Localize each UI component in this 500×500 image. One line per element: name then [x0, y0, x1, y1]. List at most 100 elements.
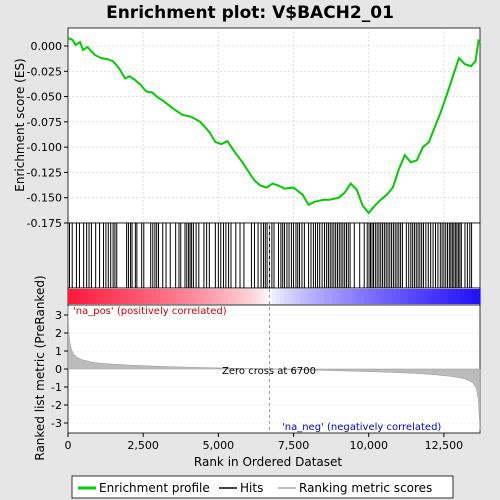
- es-tick-label: -0.100: [27, 141, 62, 154]
- rank-color-cell: [156, 289, 161, 304]
- metric-tick-label: -3: [51, 417, 62, 430]
- legend-label-metric: Ranking metric scores: [299, 481, 432, 495]
- x-tick-label: 7,500: [278, 439, 310, 452]
- legend-label-hits: Hits: [240, 481, 263, 495]
- x-tick-label: 10,000: [349, 439, 388, 452]
- rank-color-cell: [212, 289, 217, 304]
- es-y-axis: 0.000 -0.025 -0.050 -0.075 -0.100 -0.125 -0.15…: [27, 40, 68, 230]
- rank-color-cell: [452, 289, 457, 304]
- rank-color-cell: [124, 289, 129, 304]
- rank-color-cell: [348, 289, 353, 304]
- rank-color-cell: [216, 289, 221, 304]
- rank-color-cell: [176, 289, 181, 304]
- rank-color-cell: [184, 289, 189, 304]
- rank-color-cell: [164, 289, 169, 304]
- rank-x-axis: 0 2,500 5,000 7,500 10,000 12,500: [65, 433, 464, 452]
- es-tick-label: -0.175: [27, 217, 62, 230]
- es-tick-label: -0.050: [27, 91, 62, 104]
- rank-color-cell: [96, 289, 101, 304]
- rank-color-cell: [160, 289, 165, 304]
- rank-color-cell: [352, 289, 357, 304]
- rank-color-cell: [248, 289, 253, 304]
- rank-color-cell: [284, 289, 289, 304]
- rank-color-cell: [404, 289, 409, 304]
- rank-color-cell: [468, 289, 473, 304]
- rank-color-cell: [440, 289, 445, 304]
- rank-color-cell: [300, 289, 305, 304]
- es-tick-label: 0.000: [31, 40, 63, 53]
- rank-color-cell: [408, 289, 413, 304]
- x-tick-label: 0: [65, 439, 72, 452]
- rank-color-cell: [144, 289, 149, 304]
- rank-color-cell: [308, 289, 313, 304]
- rank-color-cell: [400, 289, 405, 304]
- rank-color-cell: [268, 289, 273, 304]
- rank-color-cell: [264, 289, 269, 304]
- rank-color-cell: [76, 289, 81, 304]
- plot-title: Enrichment plot: V$BACH2_01: [106, 3, 394, 23]
- rank-color-cell: [432, 289, 437, 304]
- es-y-axis-title: Enrichment score (ES): [13, 58, 27, 191]
- enrichment-profile-line: [67, 36, 481, 215]
- rank-color-cell: [116, 289, 121, 304]
- rank-color-cell: [256, 289, 261, 304]
- metric-tick-label: 0: [55, 363, 62, 376]
- rank-color-cell: [320, 289, 325, 304]
- rank-color-cell: [392, 289, 397, 304]
- rank-color-cell: [112, 289, 117, 304]
- rank-color-cell: [280, 289, 285, 304]
- x-axis-title: Rank in Ordered Dataset: [194, 455, 342, 469]
- rank-color-cell: [272, 289, 277, 304]
- rank-color-cell: [428, 289, 433, 304]
- metric-tick-label: -1: [51, 381, 62, 394]
- rank-color-cell: [312, 289, 317, 304]
- zero-cross-annotation: Zero cross at 6700: [222, 366, 316, 377]
- rank-color-cell: [360, 289, 365, 304]
- rank-color-cell: [220, 289, 225, 304]
- rank-color-cell: [448, 289, 453, 304]
- x-tick-label: 2,500: [127, 439, 159, 452]
- rank-color-cell: [344, 289, 349, 304]
- es-panel: [67, 27, 481, 224]
- rank-color-cell: [88, 289, 93, 304]
- metric-tick-label: 2: [55, 327, 62, 340]
- rank-color-cell: [224, 289, 229, 304]
- legend-box: [71, 475, 454, 499]
- rank-color-cell: [364, 289, 369, 304]
- rank-color-cell: [396, 289, 401, 304]
- rank-color-cell: [100, 289, 105, 304]
- rank-color-cell: [204, 289, 209, 304]
- rank-color-cell: [296, 289, 301, 304]
- rank-color-cell: [132, 289, 137, 304]
- rank-color-cell: [252, 289, 257, 304]
- rank-color-cell: [80, 289, 85, 304]
- rank-color-cell: [424, 289, 429, 304]
- rank-color-cell: [120, 289, 125, 304]
- x-tick-label: 12,500: [425, 439, 464, 452]
- rank-color-cell: [236, 289, 241, 304]
- rank-color-cell: [316, 289, 321, 304]
- rank-color-cell: [356, 289, 361, 304]
- rank-color-cell: [140, 289, 145, 304]
- legend-label-enrichment: Enrichment profile: [99, 481, 210, 495]
- rank-color-cell: [152, 289, 157, 304]
- x-tick-label: 5,000: [203, 439, 235, 452]
- rank-color-cell: [200, 289, 205, 304]
- es-tick-label: -0.075: [27, 116, 62, 129]
- es-tick-label: -0.025: [27, 65, 62, 78]
- rank-color-cell: [148, 289, 153, 304]
- rank-color-cell: [192, 289, 197, 304]
- rank-color-cell: [240, 289, 245, 304]
- rank-color-bar: [68, 289, 481, 304]
- rank-color-cell: [372, 289, 377, 304]
- rank-color-cell: [412, 289, 417, 304]
- rank-color-cell: [92, 289, 97, 304]
- rank-color-cell: [208, 289, 213, 304]
- es-tick-label: -0.125: [27, 166, 62, 179]
- rank-color-cell: [340, 289, 345, 304]
- hits-marks: [69, 223, 473, 288]
- rank-color-cell: [72, 289, 77, 304]
- rank-color-cell: [68, 289, 73, 304]
- rank-color-cell: [228, 289, 233, 304]
